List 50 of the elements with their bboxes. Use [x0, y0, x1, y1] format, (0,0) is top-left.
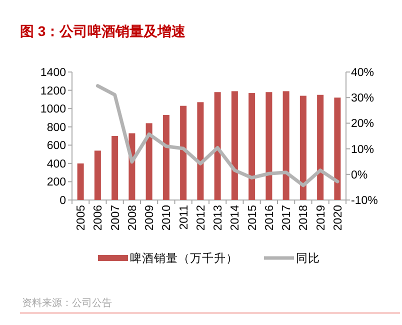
- bar: [146, 123, 152, 200]
- bar: [248, 93, 256, 200]
- x-tick-label: 2013: [212, 205, 225, 231]
- bar: [266, 92, 272, 200]
- bar: [197, 102, 204, 200]
- x-tick-label: 2016: [264, 205, 276, 231]
- y-tick-label: 400: [46, 158, 66, 170]
- bar: [214, 92, 221, 200]
- bar: [231, 91, 238, 200]
- legend-label: 同比: [296, 252, 320, 265]
- x-tick-label: 2006: [92, 205, 105, 231]
- chart-title: 图 3：公司啤酒销量及增速: [20, 23, 187, 39]
- x-tick-label: 2019: [315, 205, 328, 231]
- y2-tick-label: 20%: [351, 118, 374, 130]
- y-tick-label: 0: [60, 195, 66, 207]
- bar: [180, 106, 187, 200]
- x-tick-label: 2012: [195, 205, 208, 231]
- y2-tick-label: 0%: [351, 169, 368, 182]
- bar: [162, 114, 170, 200]
- y-tick-label: 1200: [40, 85, 66, 98]
- y2-tick-label: 40%: [351, 67, 374, 79]
- bar: [282, 91, 290, 200]
- legend-label: 啤酒销量（万千升）: [130, 251, 238, 265]
- bar: [317, 94, 324, 200]
- x-tick-label: 2014: [230, 204, 242, 231]
- y2-tick-label: 30%: [351, 92, 374, 105]
- line-series: [96, 84, 340, 188]
- y-tick-label: 1400: [40, 67, 66, 79]
- x-tick-label: 2018: [298, 205, 310, 231]
- text: 资料来源：公司公告: [22, 297, 112, 309]
- x-tick-label: 2009: [144, 205, 156, 231]
- x-tick-label: 2017: [281, 205, 294, 231]
- x-tick-label: 2005: [76, 205, 88, 231]
- y2-tick-label: 10%: [351, 144, 374, 156]
- bar: [77, 163, 84, 200]
- x-tick-label: 2007: [110, 205, 122, 231]
- x-tick-label: 2015: [246, 205, 259, 231]
- x-tick-label: 2011: [178, 205, 190, 230]
- y-tick-label: 600: [46, 140, 66, 152]
- bar: [112, 136, 118, 200]
- bar: [334, 98, 341, 200]
- y-tick-label: 200: [46, 176, 66, 189]
- bar: [94, 150, 101, 200]
- y-tick-label: 800: [46, 122, 66, 134]
- x-tick-label: 2020: [332, 205, 344, 231]
- bar: [300, 96, 306, 200]
- y-tick-label: 1000: [40, 104, 66, 116]
- y2-tick-label: -10%: [351, 195, 378, 207]
- x-tick-label: 2008: [126, 205, 139, 231]
- x-tick-label: 2010: [161, 205, 174, 231]
